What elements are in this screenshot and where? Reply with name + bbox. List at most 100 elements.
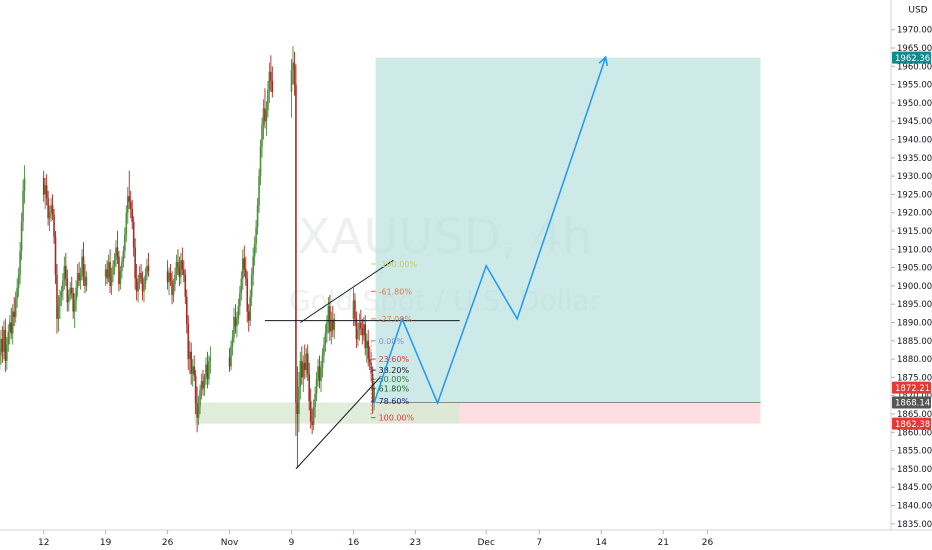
candle[interactable] (302, 355, 305, 393)
candle[interactable] (60, 285, 63, 307)
fib-retracement[interactable]: -100.00% -61.80% -27.00% 0.00% 23.60% 38.20%5… (370, 260, 417, 423)
candle[interactable] (365, 333, 368, 363)
candle[interactable] (357, 322, 359, 347)
candle[interactable] (110, 267, 113, 296)
candle[interactable] (367, 329, 369, 367)
candle[interactable] (62, 273, 64, 301)
candle[interactable] (180, 252, 182, 285)
candle[interactable] (171, 271, 173, 305)
candle[interactable] (6, 337, 8, 371)
candle[interactable] (122, 245, 125, 268)
channel-lower-line[interactable] (295, 377, 381, 470)
candle[interactable] (202, 370, 204, 396)
candle[interactable] (209, 346, 212, 374)
candle[interactable] (146, 258, 148, 281)
candle[interactable] (126, 187, 129, 224)
candle[interactable] (45, 174, 48, 206)
candle[interactable] (205, 357, 207, 385)
candle[interactable] (113, 252, 116, 275)
candle[interactable] (318, 355, 321, 389)
candle[interactable] (208, 355, 210, 385)
candle[interactable] (267, 80, 269, 118)
candle[interactable] (20, 212, 23, 261)
candle[interactable] (332, 306, 334, 338)
candle[interactable] (81, 249, 83, 281)
candle[interactable] (252, 247, 254, 286)
time-axis[interactable]: 12 19 26 Nov 9 16 23 Dec 7 14 21 26 (0, 529, 932, 550)
candle[interactable] (7, 324, 10, 352)
candle[interactable] (268, 62, 271, 103)
candle[interactable] (175, 254, 178, 281)
candle[interactable] (69, 282, 72, 301)
candle[interactable] (250, 267, 253, 307)
price-axis[interactable]: 1835.00 1840.00 1845.00 1850.00 1855.00 1860.… (890, 0, 932, 530)
candle[interactable] (131, 199, 133, 230)
candle[interactable] (228, 348, 231, 372)
candle[interactable] (271, 66, 274, 98)
candle[interactable] (292, 46, 294, 85)
candle[interactable] (299, 351, 302, 400)
candle[interactable] (203, 373, 206, 396)
candle[interactable] (115, 240, 117, 268)
candle[interactable] (134, 238, 136, 290)
candle[interactable] (308, 362, 310, 411)
candle[interactable] (82, 241, 85, 286)
candle[interactable] (67, 289, 70, 312)
candle[interactable] (296, 366, 299, 468)
candle[interactable] (311, 408, 313, 435)
candle[interactable] (364, 315, 367, 356)
candle[interactable] (206, 351, 209, 389)
support-zone[interactable] (194, 402, 460, 424)
candle[interactable] (333, 313, 336, 339)
candle[interactable] (16, 278, 18, 308)
candle[interactable] (231, 329, 234, 356)
candle[interactable] (358, 313, 361, 341)
candle[interactable] (317, 359, 319, 387)
candle[interactable] (109, 249, 111, 294)
candle[interactable] (298, 371, 300, 433)
candle[interactable] (132, 216, 135, 257)
candle[interactable] (236, 311, 238, 338)
candle[interactable] (264, 88, 266, 129)
candle[interactable] (312, 399, 315, 431)
channel-upper-line[interactable] (300, 259, 394, 323)
candle[interactable] (76, 263, 79, 297)
candle[interactable] (315, 371, 318, 402)
candle[interactable] (143, 276, 145, 303)
candle[interactable] (70, 276, 73, 299)
candle[interactable] (73, 293, 76, 328)
candle[interactable] (72, 287, 74, 319)
candle[interactable] (79, 267, 82, 290)
candle[interactable] (138, 265, 141, 290)
candle[interactable] (121, 256, 123, 279)
candle[interactable] (368, 346, 371, 371)
candle[interactable] (244, 256, 247, 286)
candle[interactable] (355, 311, 358, 349)
candle[interactable] (118, 251, 120, 292)
candle[interactable] (172, 278, 175, 303)
candle[interactable] (168, 267, 170, 296)
candle[interactable] (230, 340, 232, 371)
candle[interactable] (188, 340, 191, 374)
candle[interactable] (47, 190, 49, 226)
projection-path[interactable] (373, 56, 607, 406)
candle[interactable] (137, 274, 139, 303)
candle[interactable] (22, 179, 24, 231)
candle[interactable] (256, 198, 259, 235)
candle[interactable] (323, 337, 325, 363)
candle[interactable] (309, 388, 312, 429)
candle[interactable] (104, 263, 107, 286)
candle[interactable] (258, 168, 260, 213)
candle[interactable] (50, 198, 52, 222)
candle[interactable] (262, 99, 265, 140)
candle[interactable] (360, 309, 362, 336)
candle[interactable] (255, 220, 257, 253)
candle[interactable] (330, 311, 333, 345)
candle[interactable] (242, 249, 244, 290)
stop-zone[interactable] (375, 402, 761, 424)
candle[interactable] (11, 304, 14, 345)
candle[interactable] (293, 51, 296, 96)
candle[interactable] (144, 267, 147, 290)
candle[interactable] (107, 254, 110, 283)
